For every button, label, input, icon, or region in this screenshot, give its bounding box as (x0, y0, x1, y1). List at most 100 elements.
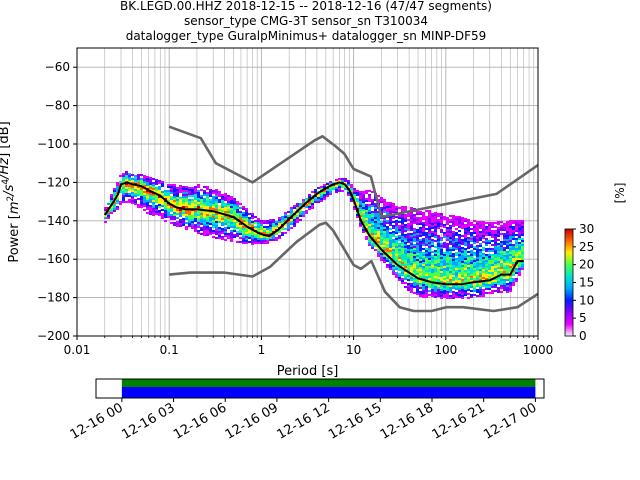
density-cell (287, 215, 290, 217)
density-cell (434, 214, 437, 216)
density-cell (494, 290, 497, 292)
density-cell (410, 229, 413, 231)
density-cell (230, 238, 233, 240)
density-cell (380, 231, 383, 233)
density-cell (467, 255, 470, 257)
density-cell (197, 206, 200, 208)
density-cell (506, 283, 509, 285)
density-cell (455, 270, 458, 272)
density-cell (404, 266, 407, 268)
density-cell (401, 272, 404, 274)
density-cell (278, 221, 281, 223)
density-cell (167, 200, 170, 202)
density-cell (179, 191, 182, 193)
density-cell (479, 221, 482, 223)
density-cell (191, 221, 194, 223)
density-cell (518, 262, 521, 264)
density-cell (122, 191, 125, 193)
density-cell (458, 270, 461, 272)
density-cell (224, 199, 227, 201)
density-cell (323, 196, 326, 198)
density-cell (407, 279, 410, 281)
density-cell (419, 251, 422, 253)
density-cell (446, 275, 449, 277)
density-cell (449, 265, 452, 267)
density-cell (398, 261, 401, 263)
density-cell (443, 254, 446, 256)
density-cell (110, 208, 113, 210)
density-cell (503, 227, 506, 229)
density-cell (410, 233, 413, 235)
density-cell (218, 235, 221, 237)
density-cell (485, 264, 488, 266)
density-cell (386, 246, 389, 248)
density-cell (503, 271, 506, 273)
density-cell (152, 184, 155, 186)
density-cell (266, 236, 269, 238)
density-cell (116, 190, 119, 192)
timeline-tick-label: 12-16 18 (378, 400, 436, 442)
density-cell (209, 211, 212, 213)
density-cell (482, 229, 485, 231)
density-cell (413, 214, 416, 216)
density-cell (365, 208, 368, 210)
density-cell (434, 252, 437, 254)
density-cell (449, 247, 452, 249)
density-cell (269, 221, 272, 223)
density-cell (362, 195, 365, 197)
density-cell (368, 226, 371, 228)
density-cell (116, 186, 119, 188)
density-cell (134, 201, 137, 203)
density-cell (308, 196, 311, 198)
density-cell (161, 217, 164, 219)
density-cell (248, 221, 251, 223)
density-cell (428, 232, 431, 234)
density-cell (467, 239, 470, 241)
density-cell (401, 210, 404, 212)
density-cell (389, 234, 392, 236)
density-cell (236, 209, 239, 211)
density-cell (428, 268, 431, 270)
density-cell (386, 256, 389, 258)
density-cell (365, 190, 368, 192)
density-cell (221, 236, 224, 238)
density-cell (245, 222, 248, 224)
density-cell (278, 223, 281, 225)
density-cell (452, 225, 455, 227)
density-cell (209, 219, 212, 221)
density-cell (305, 204, 308, 206)
density-cell (509, 230, 512, 232)
density-cell (326, 183, 329, 185)
density-cell (449, 255, 452, 257)
density-cell (455, 252, 458, 254)
density-cell (470, 274, 473, 276)
density-cell (458, 254, 461, 256)
density-cell (476, 291, 479, 293)
density-cell (407, 235, 410, 237)
density-cell (497, 253, 500, 255)
density-cell (509, 226, 512, 228)
density-cell (140, 190, 143, 192)
density-cell (431, 221, 434, 223)
density-cell (215, 203, 218, 205)
density-cell (383, 241, 386, 243)
density-cell (452, 237, 455, 239)
density-cell (368, 194, 371, 196)
density-cell (131, 198, 134, 200)
density-cell (392, 269, 395, 271)
density-cell (194, 228, 197, 230)
density-cell (272, 223, 275, 225)
density-cell (479, 253, 482, 255)
density-cell (287, 227, 290, 229)
density-cell (425, 220, 428, 222)
density-cell (179, 189, 182, 191)
density-cell (164, 214, 167, 216)
density-cell (494, 272, 497, 274)
density-cell (404, 240, 407, 242)
density-cell (470, 272, 473, 274)
density-cell (236, 215, 239, 217)
density-cell (389, 224, 392, 226)
density-cell (371, 243, 374, 245)
density-cell (497, 227, 500, 229)
